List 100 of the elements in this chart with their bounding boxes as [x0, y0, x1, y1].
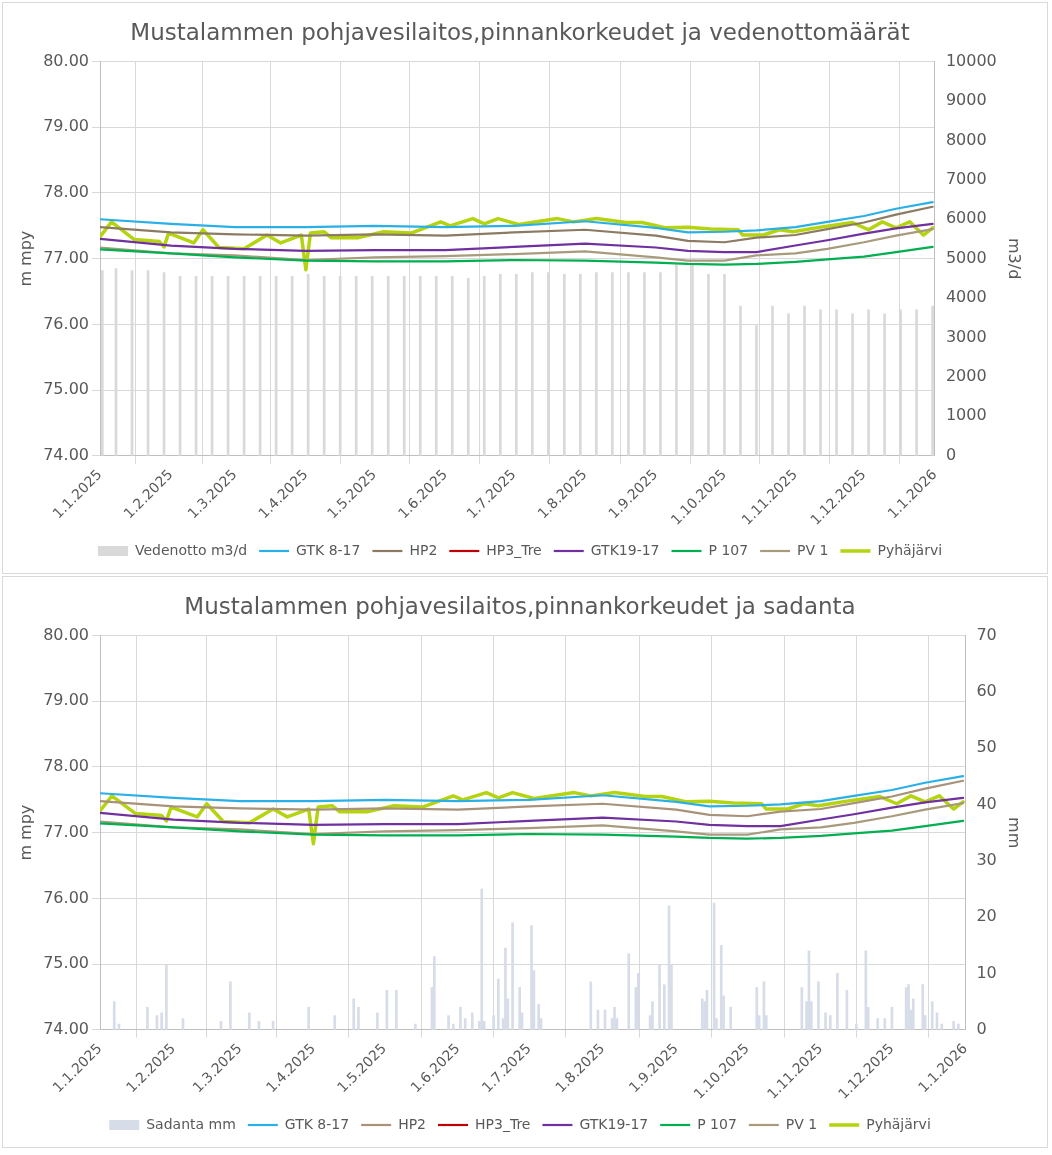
bar	[911, 998, 915, 1030]
legend-label: HP2	[398, 1115, 427, 1132]
legend-label: HP2	[409, 541, 438, 558]
y-tick-label: 76.00	[43, 887, 89, 907]
y2-tick-label: 2000	[945, 366, 987, 386]
y2-tick-label: 4000	[945, 287, 987, 307]
y-tick-label: 79.00	[43, 116, 89, 136]
bar	[836, 973, 839, 1030]
y-tick-label: 75.00	[43, 379, 89, 399]
legend-label: GTK19-17	[590, 541, 660, 558]
bar	[530, 925, 533, 1030]
bar	[459, 1006, 462, 1030]
y-tick-label: 77.00	[43, 821, 89, 841]
bar	[146, 1006, 149, 1030]
bar	[165, 964, 168, 1030]
bar	[352, 998, 356, 1030]
legend-label: GTK 8-17	[296, 541, 361, 558]
y-tick-label: 77.00	[43, 247, 89, 267]
bar	[613, 1006, 616, 1030]
y2-tick-label: 5000	[945, 247, 987, 267]
bar	[504, 947, 507, 1030]
y-axis-title: m mpy	[15, 230, 35, 287]
legend-label: PV 1	[797, 541, 829, 558]
legend-label: PV 1	[785, 1115, 818, 1132]
bar	[248, 1012, 251, 1030]
bar	[357, 1006, 360, 1030]
bar	[497, 978, 500, 1030]
y-tick-label: 75.00	[43, 953, 89, 973]
y-tick-label: 80.00	[43, 624, 89, 644]
legend-label: HP3_Tre	[475, 1115, 531, 1132]
bar	[957, 1023, 960, 1030]
legend-label: HP3_Tre	[486, 541, 542, 558]
legend-label: P 107	[708, 541, 749, 558]
legend-label: GTK19-17	[579, 1115, 649, 1132]
y2-tick-label: 70	[976, 624, 997, 644]
bar	[817, 981, 820, 1030]
bar	[921, 984, 925, 1030]
bar	[589, 981, 593, 1030]
bar	[824, 1012, 827, 1030]
y2-axis-title: m3/d	[1005, 238, 1025, 280]
bar	[395, 990, 398, 1030]
y-tick-label: 79.00	[43, 690, 89, 710]
y-tick-label: 80.00	[43, 50, 89, 70]
legend-label: GTK 8-17	[284, 1115, 350, 1132]
y2-tick-label: 60	[976, 681, 997, 701]
bar	[333, 1015, 337, 1030]
y2-tick-label: 20	[976, 906, 997, 926]
y2-tick-label: 30	[976, 849, 997, 869]
y-tick-label: 78.00	[43, 756, 89, 776]
bar	[376, 1012, 379, 1030]
bar	[492, 1015, 495, 1030]
y2-tick-label: 9000	[945, 90, 987, 110]
y2-tick-label: 50	[976, 737, 997, 757]
bar	[930, 1001, 934, 1030]
y-tick-label: 76.00	[43, 313, 89, 333]
y2-tick-label: 0	[945, 444, 957, 464]
y2-tick-label: 10000	[945, 50, 997, 70]
bar	[636, 973, 640, 1030]
bar	[952, 1020, 955, 1030]
bar	[658, 964, 661, 1030]
bar	[518, 987, 522, 1030]
y-axis-title: m mpy	[15, 804, 35, 861]
y2-tick-label: 10	[976, 962, 997, 982]
bar	[651, 1001, 654, 1030]
bar	[729, 1006, 733, 1030]
bar	[883, 1018, 887, 1030]
bar	[755, 987, 759, 1030]
y-tick-label: 74.00	[43, 444, 89, 464]
bar	[451, 1023, 455, 1030]
bar	[627, 953, 631, 1030]
bar	[112, 1001, 116, 1030]
y2-tick-label: 40	[976, 793, 997, 813]
legend-label: Sadanta mm	[146, 1115, 236, 1132]
bar	[876, 1018, 880, 1030]
y2-tick-label: 7000	[945, 169, 987, 188]
y2-axis-title: mm	[1005, 817, 1025, 849]
legend-label: Pyhäjärvi	[866, 1115, 931, 1132]
y2-tick-label: 1000	[945, 405, 987, 425]
chart-title: Mustalammen pohjavesilaitos,pinnankorkeudet ja vedenottomäärät	[130, 18, 910, 45]
bar	[855, 1023, 858, 1030]
legend-label: Vedenotto m3/d	[134, 541, 248, 558]
y2-tick-label: 0	[976, 1018, 987, 1038]
bar	[307, 1006, 310, 1030]
y2-tick-label: 6000	[945, 208, 987, 228]
y-tick-label: 74.00	[43, 1018, 89, 1038]
bar	[229, 981, 232, 1030]
legend-label: P 107	[697, 1115, 737, 1132]
bar	[447, 1015, 450, 1030]
chart-title: Mustalammen pohjavesilaitos,pinnankorkeudet ja sadanta	[184, 592, 856, 619]
bar	[480, 888, 484, 1030]
bar	[470, 1012, 474, 1030]
y-tick-label: 78.00	[43, 182, 89, 202]
legend-label: Pyhäjärvi	[877, 541, 943, 558]
bar	[432, 956, 436, 1030]
bar	[511, 922, 514, 1030]
y2-tick-label: 3000	[945, 326, 987, 346]
y2-tick-label: 8000	[945, 129, 987, 149]
bar	[828, 1015, 832, 1030]
bar	[414, 1023, 417, 1030]
bar	[719, 944, 723, 1030]
